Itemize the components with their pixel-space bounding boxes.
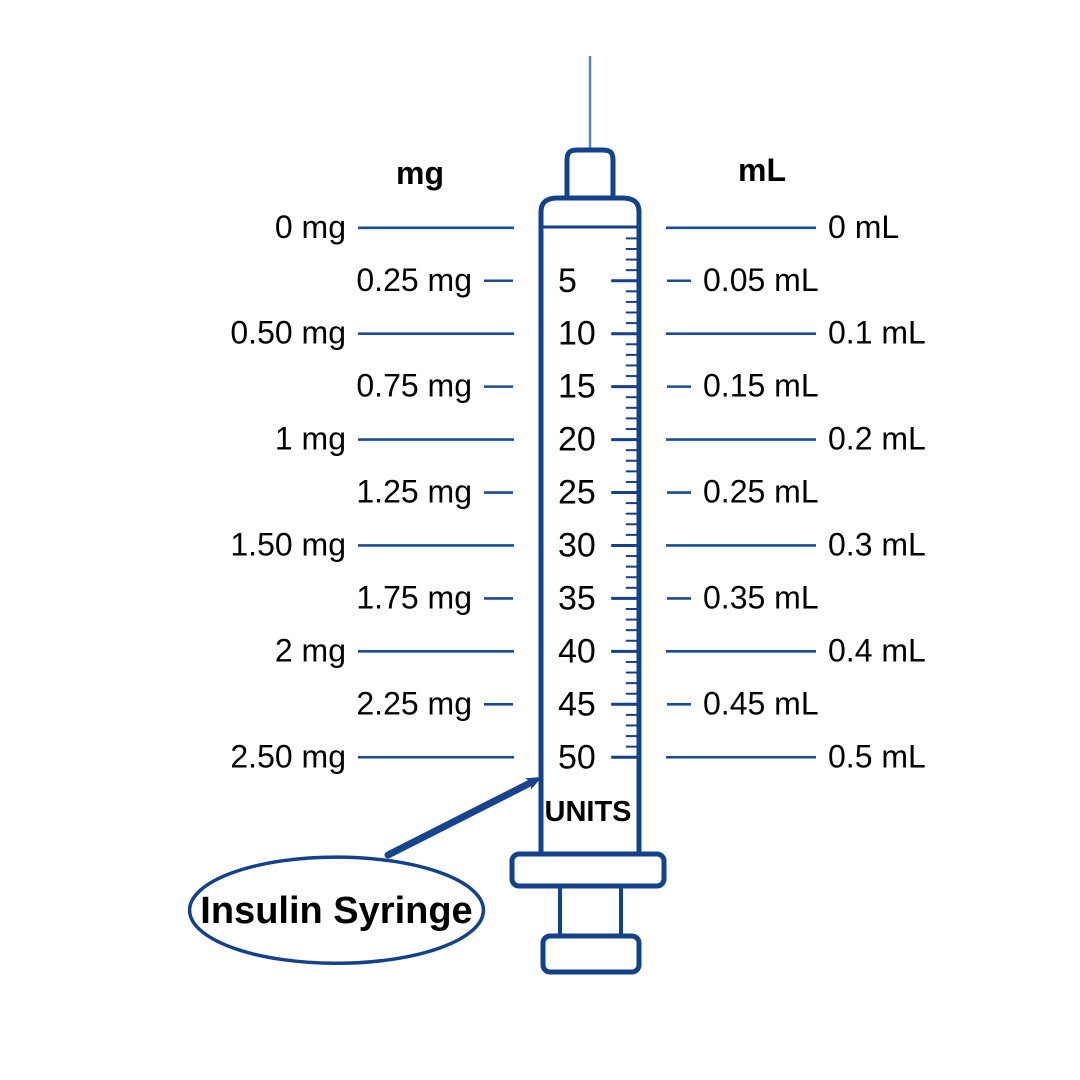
svg-text:0.45 mL: 0.45 mL: [703, 685, 819, 721]
svg-text:0 mL: 0 mL: [828, 209, 899, 245]
svg-text:mL: mL: [738, 152, 786, 188]
svg-text:30: 30: [558, 526, 596, 564]
svg-text:2.50 mg: 2.50 mg: [230, 738, 346, 774]
svg-text:0 mg: 0 mg: [275, 209, 346, 245]
svg-text:0.5 mL: 0.5 mL: [828, 738, 926, 774]
svg-text:Insulin Syringe: Insulin Syringe: [200, 890, 472, 932]
svg-text:2.25 mg: 2.25 mg: [356, 685, 472, 721]
svg-text:10: 10: [558, 315, 596, 353]
svg-text:40: 40: [558, 632, 596, 670]
svg-text:35: 35: [558, 579, 596, 617]
svg-text:20: 20: [558, 421, 596, 459]
svg-text:45: 45: [558, 685, 596, 723]
svg-text:1 mg: 1 mg: [275, 421, 346, 457]
svg-text:2 mg: 2 mg: [275, 632, 346, 668]
svg-text:0.2 mL: 0.2 mL: [828, 421, 926, 457]
svg-text:0.35 mL: 0.35 mL: [703, 579, 819, 615]
svg-text:1.25 mg: 1.25 mg: [356, 474, 472, 510]
svg-text:0.15 mL: 0.15 mL: [703, 368, 819, 404]
svg-text:25: 25: [558, 474, 596, 512]
svg-text:0.3 mL: 0.3 mL: [828, 526, 926, 562]
svg-text:1.50 mg: 1.50 mg: [230, 526, 346, 562]
svg-text:15: 15: [558, 368, 596, 406]
svg-text:mg: mg: [396, 155, 444, 191]
svg-text:0.75 mg: 0.75 mg: [356, 368, 472, 404]
svg-text:1.75 mg: 1.75 mg: [356, 579, 472, 615]
svg-text:UNITS: UNITS: [545, 796, 632, 828]
svg-text:50: 50: [558, 738, 596, 776]
svg-text:0.25 mL: 0.25 mL: [703, 474, 819, 510]
svg-text:0.50 mg: 0.50 mg: [230, 315, 346, 351]
svg-text:0.25 mg: 0.25 mg: [356, 262, 472, 298]
svg-text:0.1 mL: 0.1 mL: [828, 315, 926, 351]
svg-text:0.4 mL: 0.4 mL: [828, 632, 926, 668]
svg-text:5: 5: [558, 262, 577, 300]
svg-text:0.05 mL: 0.05 mL: [703, 262, 819, 298]
